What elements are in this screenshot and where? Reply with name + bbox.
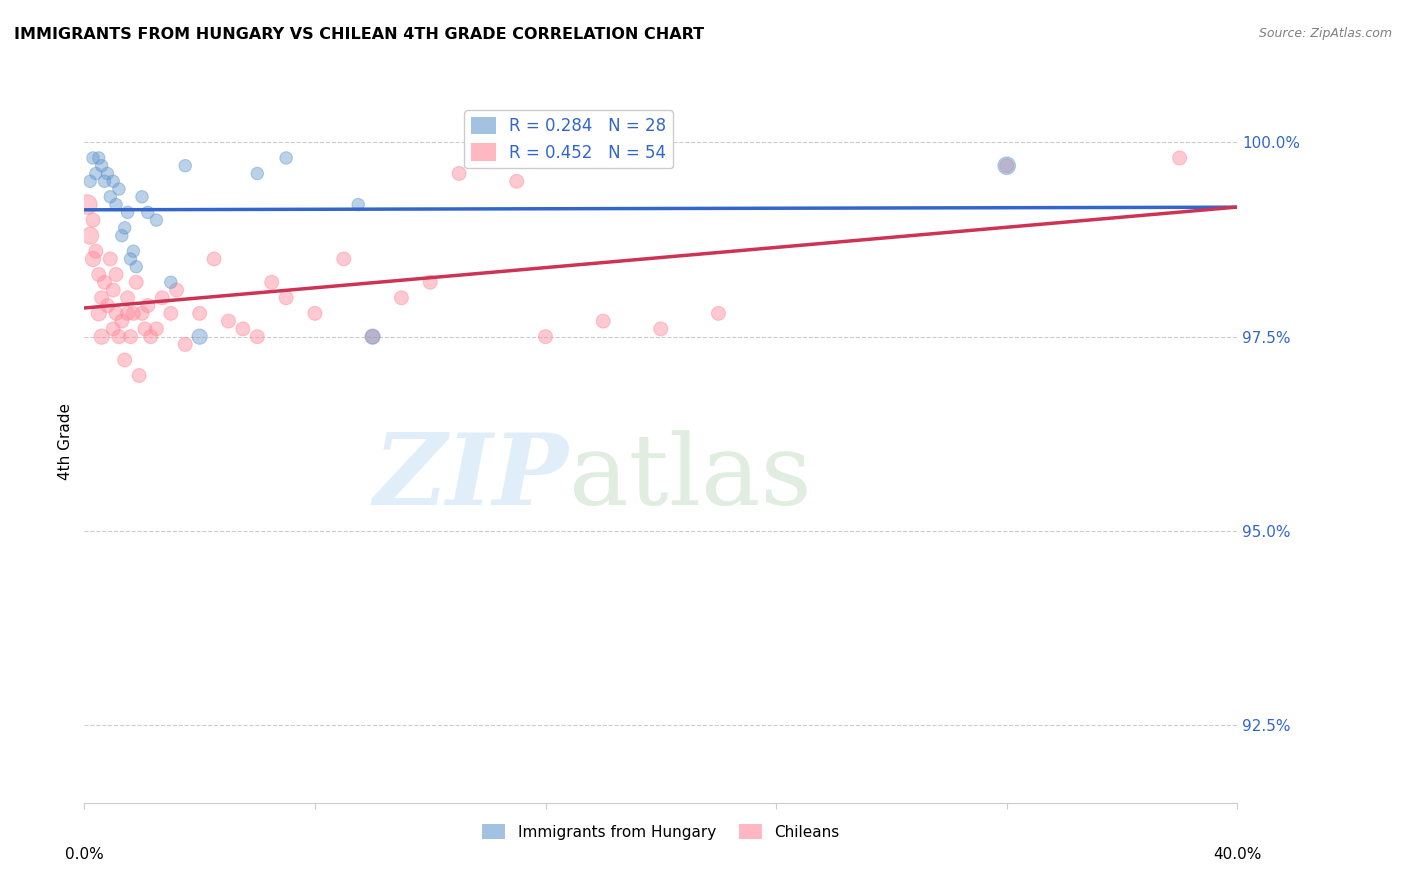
Point (117, 291, 139, 305)
Text: 0.0%: 0.0% (65, 847, 104, 863)
Point (131, 190, 153, 204)
Point (136, 299, 159, 313)
Point (506, 174, 529, 188)
Point (87, 306, 110, 320)
Point (995, 159, 1018, 173)
Point (361, 329, 384, 343)
Point (128, 368, 150, 383)
Point (96, 299, 118, 313)
Point (218, 314, 240, 328)
Point (103, 283, 124, 297)
Text: 40.0%: 40.0% (1213, 847, 1261, 863)
Point (117, 205, 139, 219)
Point (90, 291, 112, 305)
Text: ZIP: ZIP (374, 429, 568, 526)
Point (419, 275, 441, 289)
Point (260, 275, 283, 289)
Point (79, 228, 101, 243)
Point (131, 306, 153, 320)
Y-axis label: 4th Grade: 4th Grade (58, 403, 73, 480)
Point (333, 252, 356, 266)
Point (90, 329, 112, 343)
Point (76, 197, 98, 211)
Point (160, 306, 183, 320)
Point (93, 275, 115, 289)
Point (166, 283, 188, 297)
Legend: Immigrants from Hungary, Chileans: Immigrants from Hungary, Chileans (477, 818, 845, 846)
Point (105, 197, 128, 211)
Point (93, 174, 115, 188)
Point (391, 291, 413, 305)
Point (96, 167, 118, 181)
Point (160, 275, 183, 289)
Point (145, 322, 167, 336)
Text: IMMIGRANTS FROM HUNGARY VS CHILEAN 4TH GRADE CORRELATION CHART: IMMIGRANTS FROM HUNGARY VS CHILEAN 4TH G… (14, 27, 704, 42)
Point (111, 228, 134, 243)
Point (136, 205, 159, 219)
Point (150, 291, 173, 305)
Text: Source: ZipAtlas.com: Source: ZipAtlas.com (1258, 27, 1392, 40)
Point (122, 244, 145, 259)
Point (108, 329, 131, 343)
Point (87, 151, 110, 165)
Point (87, 268, 110, 282)
Point (174, 159, 197, 173)
Point (174, 337, 197, 351)
Point (79, 174, 101, 188)
Point (103, 174, 124, 188)
Point (276, 291, 298, 305)
Point (122, 306, 145, 320)
Point (139, 329, 162, 343)
Point (188, 306, 211, 320)
Point (125, 260, 148, 274)
Point (361, 329, 384, 343)
Point (111, 314, 134, 328)
Point (84, 244, 107, 259)
Point (246, 167, 269, 181)
Point (232, 322, 254, 336)
Point (276, 151, 298, 165)
Point (114, 220, 136, 235)
Point (108, 182, 131, 196)
Point (105, 306, 128, 320)
Point (995, 159, 1018, 173)
Point (347, 197, 370, 211)
Point (105, 268, 128, 282)
Point (120, 329, 142, 343)
Point (82, 213, 104, 227)
Point (449, 167, 471, 181)
Point (90, 159, 112, 173)
Point (114, 353, 136, 368)
Point (103, 322, 124, 336)
Point (117, 306, 139, 320)
Point (592, 314, 614, 328)
Point (125, 275, 148, 289)
Point (82, 151, 104, 165)
Text: atlas: atlas (568, 430, 811, 525)
Point (304, 306, 326, 320)
Point (82, 252, 104, 266)
Point (202, 252, 225, 266)
Point (650, 322, 672, 336)
Point (134, 322, 156, 336)
Point (98, 252, 121, 266)
Point (1168, 151, 1191, 165)
Point (707, 306, 730, 320)
Point (246, 329, 269, 343)
Point (145, 213, 167, 227)
Point (534, 329, 557, 343)
Point (84, 167, 107, 181)
Point (98, 190, 121, 204)
Point (120, 252, 142, 266)
Point (188, 329, 211, 343)
